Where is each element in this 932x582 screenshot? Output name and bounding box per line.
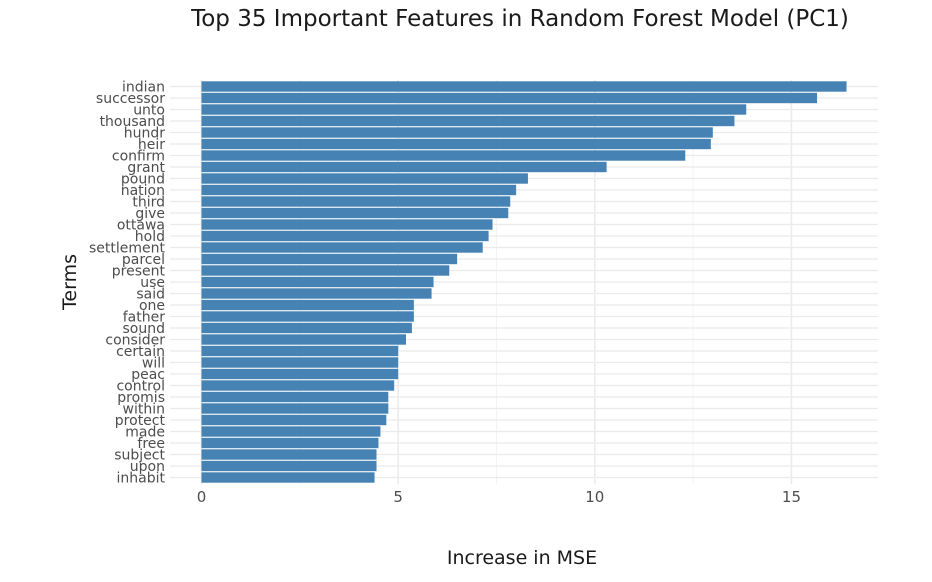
bar-consider (201, 334, 406, 345)
bar-hundr (201, 127, 713, 138)
y-tick-label: subject (114, 448, 165, 464)
y-tick-label: free (137, 436, 165, 452)
y-tick-label: upon (130, 459, 165, 475)
y-tick-label: will (142, 356, 165, 372)
bar-thousand (201, 115, 735, 127)
bar-sound (201, 322, 412, 334)
bar-made (201, 426, 381, 437)
bar-one (201, 299, 414, 311)
y-axis-title: Terms (59, 254, 81, 311)
y-tick-label: inhabit (117, 471, 166, 487)
y-tick-label: said (136, 287, 165, 303)
bar-indian (201, 81, 847, 92)
y-tick-label: settlement (89, 241, 166, 257)
y-tick-label: pound (121, 172, 165, 188)
y-tick-label: confirm (112, 149, 165, 165)
y-tick-label: hundr (124, 126, 166, 142)
y-tick-label: promis (117, 390, 165, 406)
bar-parcel (201, 253, 458, 265)
bar-use (201, 276, 434, 288)
y-tick-label: protect (115, 413, 166, 429)
bar-will (201, 357, 399, 368)
bar-third (201, 196, 511, 207)
y-tick-label: one (139, 298, 165, 314)
y-tick-label: indian (122, 80, 165, 96)
y-tick-label: parcel (122, 252, 165, 268)
bar-peac (201, 368, 399, 380)
y-tick-label: nation (121, 183, 165, 199)
y-tick-label: control (116, 379, 165, 395)
y-tick-label: hold (135, 229, 165, 245)
y-tick-labels: indiansuccessoruntothousandhundrheirconf… (89, 80, 166, 487)
bar-pound (201, 173, 528, 184)
x-tick-label: 5 (393, 488, 403, 506)
y-tick-label: within (123, 402, 165, 418)
y-tick-label: use (140, 275, 165, 291)
y-tick-label: father (123, 310, 165, 326)
y-tick-label: thousand (100, 114, 165, 130)
x-tick-label: 0 (197, 488, 207, 506)
bar-hold (201, 230, 489, 242)
x-tick-labels: 0 5 10 15 (197, 488, 801, 506)
y-tick-label: heir (138, 137, 165, 153)
bar-heir (201, 138, 711, 150)
bar-subject (201, 449, 377, 460)
y-tick-label: ottawa (117, 218, 165, 234)
bar-within (201, 403, 389, 414)
y-tick-label: sound (123, 321, 166, 337)
bar-ottawa (201, 219, 493, 230)
bar-promis (201, 391, 389, 403)
bar-certain (201, 345, 399, 357)
y-tick-label: certain (116, 344, 165, 360)
bar-grant (201, 161, 607, 173)
bar-free (201, 437, 379, 449)
bar-give (201, 207, 509, 219)
bar-confirm (201, 150, 686, 161)
y-tick-label: consider (105, 333, 165, 349)
x-axis-title: Increase in MSE (447, 547, 597, 569)
bar-upon (201, 460, 377, 472)
bar-settlement (201, 242, 483, 253)
y-tick-label: grant (127, 160, 165, 176)
bar-unto (201, 104, 747, 115)
y-tick-label: made (125, 425, 165, 441)
bar-said (201, 288, 432, 299)
y-tick-label: successor (96, 91, 165, 107)
x-tick-label: 10 (585, 488, 604, 506)
y-tick-label: peac (131, 367, 165, 383)
y-tick-label: present (112, 264, 166, 280)
bar-nation (201, 184, 517, 196)
bar-present (201, 265, 450, 276)
y-tick-label: give (135, 206, 165, 222)
x-tick-label: 15 (782, 488, 801, 506)
chart-title: Top 35 Important Features in Random Fore… (190, 6, 849, 32)
bar-inhabit (201, 472, 375, 483)
bar-father (201, 311, 414, 322)
bar-control (201, 380, 395, 391)
bar-successor (201, 92, 818, 104)
y-tick-label: unto (133, 103, 165, 119)
bar-protect (201, 414, 387, 426)
bars-layer (201, 81, 847, 483)
y-tick-label: third (132, 195, 165, 211)
